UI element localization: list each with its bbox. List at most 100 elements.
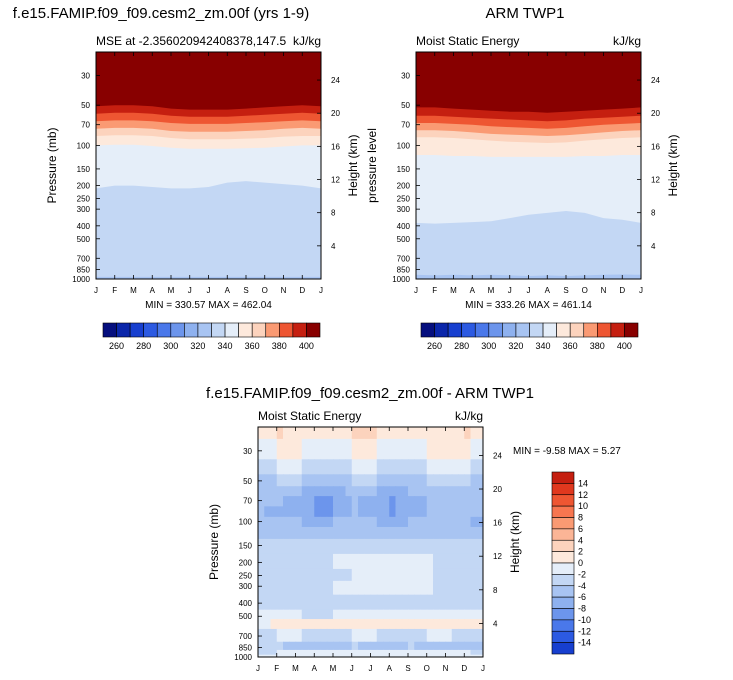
cell (339, 654, 347, 657)
cell (401, 516, 409, 528)
cell (420, 641, 428, 651)
cell (276, 609, 284, 620)
band-400 (96, 52, 321, 110)
cell (439, 526, 447, 540)
cell (358, 654, 365, 657)
cell (333, 609, 340, 620)
cell (289, 568, 297, 582)
cell (383, 580, 390, 596)
colorbar-label: -10 (578, 615, 591, 625)
colorbar-swatch (551, 562, 575, 575)
cell (439, 506, 447, 518)
cell (333, 496, 340, 507)
cell (320, 649, 328, 656)
x-tick-label: N (443, 664, 449, 673)
cell (345, 506, 353, 518)
cell (314, 654, 322, 657)
cell (326, 654, 334, 657)
cell (370, 654, 378, 657)
x-tick-label: F (112, 286, 117, 295)
cell (376, 568, 384, 582)
cell (476, 459, 483, 475)
cell (308, 526, 315, 540)
cell (283, 649, 290, 656)
cell (383, 438, 390, 460)
cell (395, 486, 403, 497)
cell (433, 427, 440, 440)
cell (270, 427, 278, 440)
cell (420, 459, 428, 475)
cell (283, 486, 290, 497)
cell (401, 496, 409, 507)
cell (314, 496, 322, 507)
cell (389, 649, 397, 656)
cell (289, 594, 297, 611)
cell (276, 641, 284, 651)
cell (258, 619, 265, 630)
cell (401, 609, 409, 620)
cell (370, 526, 378, 540)
cell (351, 568, 359, 582)
cell (364, 538, 372, 555)
cell (301, 486, 309, 497)
cell (451, 609, 459, 620)
cell (320, 516, 328, 528)
colorbar-label: -2 (578, 569, 586, 579)
cell (370, 641, 378, 651)
y-right-tick-label: 16 (493, 519, 502, 528)
cell (433, 538, 440, 555)
cell (339, 580, 347, 596)
cell (439, 474, 447, 487)
cell (364, 594, 372, 611)
colorbar-swatch (597, 322, 612, 338)
cell (364, 654, 372, 657)
cell (376, 654, 384, 657)
colorbar-swatch (551, 619, 575, 632)
cell (470, 641, 478, 651)
colorbar-swatch (474, 322, 490, 338)
cell (439, 580, 447, 596)
x-tick-label: A (545, 286, 551, 295)
y-tick-label: 700 (77, 254, 91, 263)
cell (314, 438, 322, 460)
cell (439, 649, 447, 656)
cell (295, 641, 303, 651)
cell (383, 474, 390, 487)
cell (445, 553, 453, 570)
cell (376, 580, 384, 596)
cell (276, 427, 284, 440)
cell (433, 641, 440, 651)
y-tick-label: 400 (239, 599, 253, 608)
cell (320, 641, 328, 651)
cell (351, 553, 359, 570)
cell (326, 496, 334, 507)
y-tick-label: 70 (243, 497, 252, 506)
cell (395, 568, 403, 582)
y-tick-label: 100 (77, 141, 91, 150)
cell (333, 538, 340, 555)
cell (283, 516, 290, 528)
cell (395, 506, 403, 518)
cell (270, 553, 278, 570)
cell (420, 654, 428, 657)
cell (433, 474, 440, 487)
cell (264, 438, 272, 460)
cell (395, 427, 403, 440)
cell (389, 516, 397, 528)
cell (464, 496, 472, 507)
cell (326, 538, 334, 555)
cell (389, 619, 397, 630)
cell (308, 516, 315, 528)
x-tick-label: J (188, 286, 192, 295)
cell (326, 580, 334, 596)
colorbar-label: -4 (578, 581, 586, 591)
cell (458, 580, 465, 596)
cell (439, 427, 447, 440)
y-tick-label: 70 (81, 121, 90, 130)
cell (408, 568, 415, 582)
cell (358, 594, 365, 611)
cell (370, 568, 378, 582)
y-axis-title: pressure level (365, 128, 379, 203)
colorbar-label: 10 (578, 501, 588, 511)
cell (364, 459, 372, 475)
